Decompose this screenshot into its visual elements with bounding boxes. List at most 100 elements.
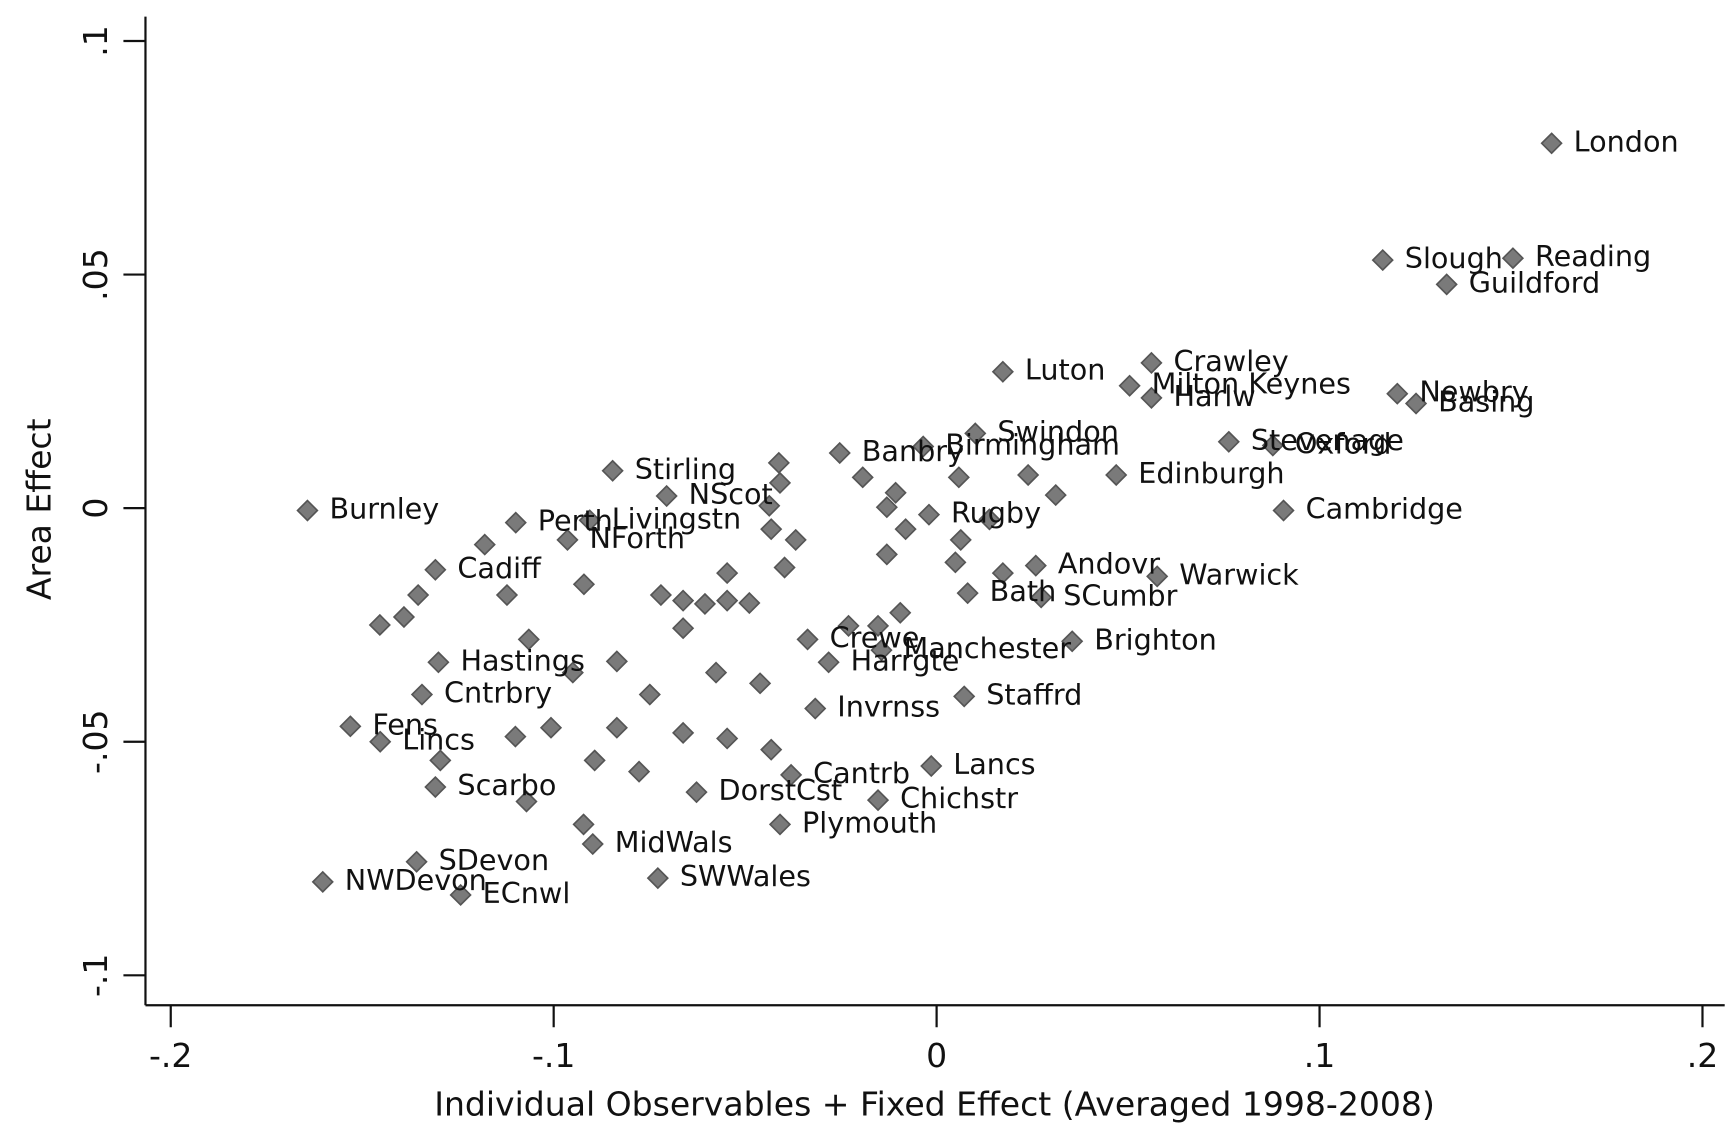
point-label: SWWales (680, 859, 811, 893)
point (672, 589, 695, 612)
point (1272, 499, 1295, 522)
point (605, 650, 628, 673)
point-label: Cantrb (813, 756, 910, 790)
y-tick-label: .1 (76, 25, 115, 57)
point (704, 661, 728, 684)
point (583, 749, 606, 772)
point (851, 466, 874, 489)
point-label: Crawley (1173, 344, 1288, 378)
x-tick-label: .2 (1687, 1036, 1719, 1075)
point-label: Basing (1438, 385, 1534, 419)
point-label: Harlw (1173, 379, 1255, 413)
point-label: Guildford (1469, 265, 1601, 299)
point (605, 716, 628, 739)
x-tick-label: .1 (1304, 1036, 1336, 1075)
point-label: Perth (538, 504, 613, 538)
point (1105, 463, 1128, 487)
point (1024, 554, 1047, 577)
point (627, 760, 651, 783)
point (944, 551, 967, 574)
point (947, 466, 970, 489)
point-label: Edinburgh (1138, 456, 1284, 490)
point (517, 628, 540, 651)
point-label: Cntrbry (444, 676, 552, 710)
point-label: Cadiff (457, 551, 542, 585)
point (581, 832, 604, 856)
point (672, 721, 695, 744)
y-tick-label: -.05 (76, 709, 115, 773)
point (427, 651, 450, 674)
point (956, 582, 979, 605)
point (1140, 386, 1163, 409)
point-label: Brighton (1094, 622, 1217, 656)
point (339, 715, 362, 738)
point-label: Crewe (830, 620, 920, 654)
point-label: Staffrd (986, 677, 1082, 711)
point (424, 558, 447, 581)
point-label: Invrnss (837, 690, 940, 724)
point-label: SCumbr (1063, 578, 1177, 612)
point (685, 781, 708, 804)
point (1386, 382, 1409, 405)
point (1146, 565, 1169, 588)
y-axis-title: Area Effect (20, 418, 59, 600)
point (410, 683, 434, 706)
point (784, 528, 807, 552)
point (866, 789, 890, 812)
point (870, 639, 893, 662)
point (748, 672, 772, 695)
point-label: Banbry (862, 434, 964, 468)
point (504, 725, 527, 748)
point (991, 360, 1014, 383)
point-label: Fens (372, 707, 438, 741)
point (672, 617, 695, 640)
point (828, 441, 851, 465)
point-label: Burnley (329, 491, 439, 525)
point-label: Harrgte (851, 643, 960, 677)
point (991, 561, 1014, 585)
point (917, 503, 941, 526)
point-label: Livingstn (612, 501, 741, 535)
point-label: Reading (1535, 239, 1651, 273)
point-label: Slough (1405, 241, 1503, 275)
point-label: Scarbo (457, 768, 556, 802)
point (767, 451, 790, 474)
point (758, 494, 781, 517)
point-label: SDevon (439, 843, 549, 877)
point (796, 628, 819, 651)
point-label: Luton (1025, 353, 1106, 387)
point (1030, 586, 1053, 609)
point-label: NWDevon (345, 863, 487, 897)
point (1044, 483, 1067, 507)
point (760, 518, 783, 541)
point (638, 683, 661, 706)
y-tick-label: 0 (76, 498, 115, 519)
point (515, 790, 538, 813)
point (655, 484, 678, 508)
point (804, 697, 827, 720)
point (964, 422, 987, 445)
point (1261, 434, 1284, 457)
point (369, 730, 392, 753)
point (392, 605, 416, 629)
point (449, 883, 472, 907)
point (646, 867, 669, 890)
x-tick-label: -.1 (532, 1036, 575, 1075)
point-label: Lincs (402, 723, 475, 757)
point (768, 813, 792, 836)
point (1371, 248, 1394, 272)
point (572, 813, 595, 836)
point (1404, 392, 1428, 415)
point-label: Milton Keynes (1152, 367, 1351, 401)
point (601, 459, 624, 482)
point (875, 496, 898, 519)
point (1540, 132, 1563, 155)
point-label: Birmingham (945, 427, 1120, 461)
point-label: Bath (990, 574, 1057, 608)
point (504, 511, 527, 534)
point-label: Oxford (1295, 427, 1392, 461)
point (978, 508, 1001, 531)
point-label: Cambridge (1306, 491, 1463, 525)
point (368, 613, 391, 637)
point (1017, 463, 1040, 487)
